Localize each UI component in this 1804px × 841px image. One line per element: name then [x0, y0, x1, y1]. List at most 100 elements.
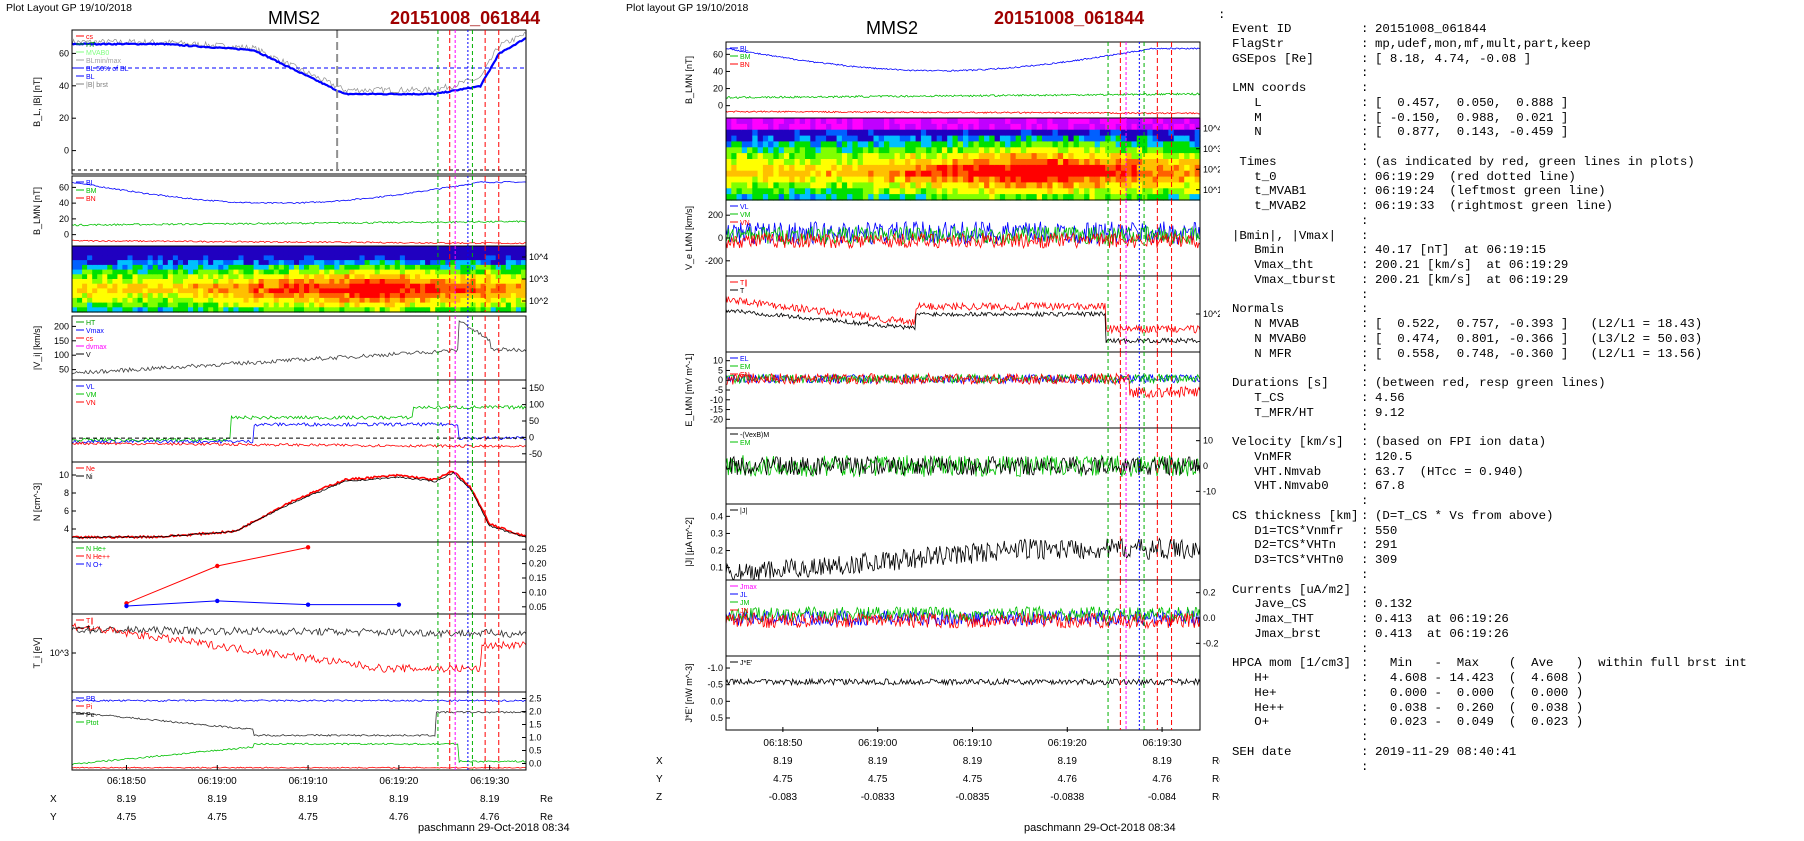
info-colon: : [1361, 567, 1369, 582]
left-spec-spectrogram-cell [485, 246, 492, 252]
left-spec-spectrogram-cell [425, 288, 431, 294]
left-spec-spectrogram-cell [142, 302, 149, 308]
left-spec-spectrogram-cell [172, 288, 179, 294]
left-spec-spectrogram-cell [162, 307, 169, 313]
left-spec-spectrogram-cell [415, 255, 421, 261]
middle-spec-spectrogram-cell [794, 141, 801, 148]
left-spec-spectrogram-cell [213, 264, 219, 271]
middle-spec-spectrogram-cell [1142, 147, 1148, 154]
left-spec-spectrogram-cell [253, 255, 260, 261]
left-spec-spectrogram-cell [203, 279, 209, 285]
left-spec-spectrogram-cell [495, 264, 502, 271]
left-spec-spectrogram-cell [72, 279, 78, 285]
left-spec-spectrogram-cell [243, 288, 250, 294]
middle-je-ytick-label: -1.0 [707, 663, 723, 673]
left-spec-spectrogram-cell [339, 260, 345, 266]
middle-spec-spectrogram-cell [847, 135, 853, 143]
left-spec-spectrogram-cell [470, 250, 477, 256]
middle-spec-spectrogram-cell [915, 164, 922, 172]
middle-spec-spectrogram-cell [1068, 141, 1075, 148]
left-spec-spectrogram-cell [304, 255, 310, 261]
left-spec-spectrogram-cell [374, 279, 381, 285]
middle-spec-spectrogram-cell [941, 188, 948, 195]
info-value: mp,udef,mon,mf,mult,part,keep [1375, 36, 1591, 51]
info-colon: : [1361, 331, 1369, 346]
left-spec-spectrogram-cell [117, 264, 123, 271]
left-spec-spectrogram-cell [384, 283, 391, 289]
left-spec-spectrogram-cell [304, 279, 310, 285]
left-time-tick-label: 06:19:10 [289, 776, 328, 787]
middle-spec-spectrogram-cell [1184, 176, 1191, 184]
middle-spec-spectrogram-cell [1152, 176, 1159, 184]
middle-e-ytick-label: 5 [718, 365, 723, 375]
middle-spec-spectrogram-cell [1121, 188, 1127, 195]
left-spec-spectrogram-cell [329, 250, 335, 256]
left-spec-spectrogram-cell [324, 293, 330, 299]
middle-spec-spectrogram-cell [752, 118, 759, 125]
middle-spec-spectrogram-cell [1194, 159, 1201, 166]
middle-spec-spectrogram-cell [747, 170, 753, 178]
left-spec-spectrogram-cell [420, 274, 426, 280]
middle-spec-spectrogram-cell [820, 194, 827, 201]
left-spec-spectrogram-cell [72, 288, 78, 294]
left-spec-spectrogram-cell [455, 264, 461, 271]
middle-spec-spectrogram-cell [1142, 141, 1148, 148]
middle-spec-spectrogram-cell [1057, 176, 1064, 184]
left-bl-legend-label: BL 50% of BL [86, 66, 129, 73]
middle-spec-spectrogram-cell [915, 129, 922, 137]
left-spec-spectrogram-cell [283, 293, 290, 299]
left-spec-spectrogram-cell [450, 246, 456, 252]
left-spec-spectrogram-cell [455, 246, 461, 252]
middle-spec-spectrogram-cell [1147, 141, 1154, 148]
left-spec-spectrogram-cell [480, 246, 487, 252]
left-spec-spectrogram-cell [389, 283, 396, 289]
middle-spec-spectrogram-cell [1010, 118, 1017, 125]
left-spec-spectrogram-cell [213, 260, 219, 266]
middle-spec-spectrogram-cell [936, 141, 943, 148]
middle-spec-spectrogram-cell [1142, 153, 1148, 160]
info-colon: : [1361, 538, 1369, 553]
middle-spec-spectrogram-cell [868, 164, 875, 172]
left-spec-spectrogram-cell [455, 293, 461, 299]
middle-spec-spectrogram-cell [768, 153, 774, 160]
middle-spec-spectrogram-cell [889, 118, 896, 125]
left-spec-spectrogram-cell [475, 264, 482, 271]
middle-event-id: 20151008_061844 [994, 8, 1145, 28]
left-spec-spectrogram-cell [223, 297, 229, 304]
middle-spec-spectrogram-cell [915, 135, 922, 143]
left-spec-spectrogram-cell [450, 264, 456, 271]
left-spec-spectrogram-cell [339, 264, 345, 271]
middle-spec-spectrogram-cell [1005, 159, 1011, 166]
middle-spec-spectrogram-cell [778, 182, 785, 189]
info-key: Durations [s] [1232, 376, 1329, 390]
middle-pos-value: -0.0838 [1050, 792, 1084, 803]
left-spec-spectrogram-cell [425, 297, 431, 304]
middle-spec-spectrogram-cell [1052, 153, 1059, 160]
left-vabs-legend-label: dvmax [86, 344, 107, 351]
middle-spec-spectrogram-cell [836, 129, 843, 137]
middle-spec-spectrogram-cell [1136, 194, 1143, 201]
middle-spec-spectrogram-cell [884, 123, 890, 131]
middle-spec-spectrogram-cell [868, 194, 875, 201]
middle-spec-spectrogram-cell [799, 129, 806, 137]
left-spec-spectrogram-cell [374, 283, 381, 289]
middle-spec-spectrogram-cell [1084, 147, 1090, 154]
middle-spec-spectrogram-cell [978, 141, 985, 148]
middle-spec-spectrogram-cell [1178, 176, 1185, 184]
left-spec-spectrogram-cell [475, 279, 482, 285]
middle-spec-spectrogram-cell [1010, 141, 1017, 148]
middle-pos-value: -0.084 [1148, 792, 1177, 803]
left-spec-spectrogram-cell [334, 297, 340, 304]
middle-spec-spectrogram-cell [1099, 176, 1106, 184]
left-spec-spectrogram-cell [122, 255, 128, 261]
middle-spec-spectrogram-cell [836, 135, 843, 143]
middle-spec-spectrogram-cell [1068, 153, 1075, 160]
middle-spec-spectrogram-cell [1084, 176, 1090, 184]
middle-je-ytick-label: -0.5 [707, 680, 723, 690]
middle-spec-spectrogram-cell [1099, 129, 1106, 137]
left-spec-spectrogram-cell [147, 260, 154, 266]
left-spec-spectrogram-cell [364, 293, 371, 299]
middle-spec-spectrogram-cell [820, 141, 827, 148]
left-spec-spectrogram-cell [228, 279, 234, 285]
left-vlmn-legend-label: VM [86, 392, 97, 399]
